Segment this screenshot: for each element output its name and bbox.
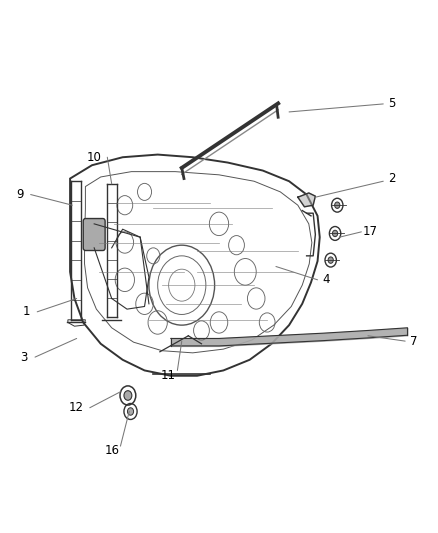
Circle shape [124, 391, 132, 400]
Text: 3: 3 [21, 351, 28, 364]
Circle shape [127, 408, 134, 415]
Circle shape [328, 257, 333, 263]
Text: 16: 16 [104, 444, 119, 457]
Text: 12: 12 [69, 401, 84, 414]
Text: 9: 9 [16, 188, 24, 201]
Text: 7: 7 [410, 335, 418, 348]
Text: 1: 1 [22, 305, 30, 318]
Text: 17: 17 [363, 225, 378, 238]
Polygon shape [298, 193, 315, 207]
Text: 11: 11 [161, 369, 176, 382]
Circle shape [332, 230, 338, 237]
Text: 10: 10 [87, 151, 102, 164]
Text: 4: 4 [322, 273, 330, 286]
Text: 2: 2 [388, 172, 396, 185]
FancyBboxPatch shape [83, 219, 105, 251]
Circle shape [335, 202, 340, 208]
Text: 5: 5 [389, 98, 396, 110]
